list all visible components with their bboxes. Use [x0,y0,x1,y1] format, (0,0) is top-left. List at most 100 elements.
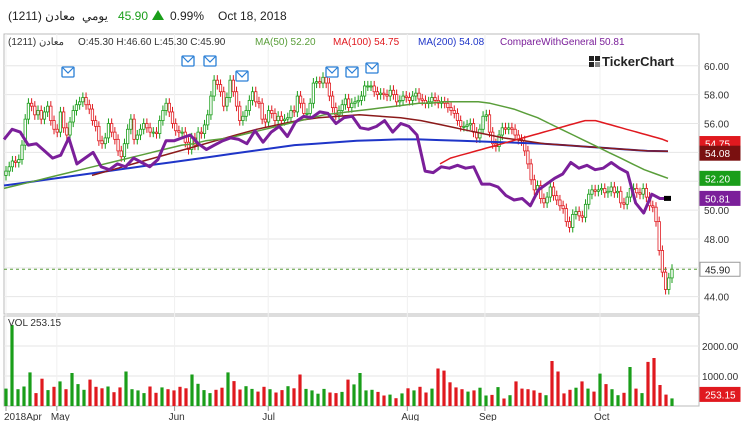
time-tick-label: Jun [169,412,185,421]
candle [612,181,616,198]
candle [260,98,264,125]
candle [545,192,549,208]
ma-brown-line [91,114,669,177]
volume-bar [430,388,434,406]
volume-bar [160,387,164,406]
news-icons [61,55,379,82]
candle [174,118,178,136]
news-envelope-icon[interactable] [235,70,249,82]
candle [132,114,136,145]
symbol-label[interactable]: معادن (1211) [8,9,76,23]
news-envelope-icon[interactable] [203,55,217,67]
volume-bar [208,393,212,406]
period-label[interactable]: يومي [82,9,108,23]
candle [542,193,546,208]
volume-bar [574,387,578,406]
candle [81,92,85,107]
candle [4,166,8,181]
candle [113,127,117,145]
volume-bar [658,385,662,406]
news-envelope-icon[interactable] [345,66,359,78]
candle [375,86,380,100]
candle [513,124,517,141]
volume-bar [610,389,614,406]
candle [106,118,111,143]
volume-bar [250,388,254,406]
volume-bar [622,392,626,406]
volume-bar [190,374,194,406]
volume-bar [106,386,110,406]
volume-bar [478,387,482,406]
candle [551,181,556,201]
quote-date: Oct 18, 2018 [218,9,287,23]
volume-panel-frame [3,315,700,407]
candle [100,135,104,149]
volume-bar [136,390,140,406]
change-percent: 0.99% [170,9,205,23]
candle [20,140,24,165]
volume-bar [412,390,416,406]
candle [347,93,351,113]
volume-bar [562,393,566,406]
candle [36,105,40,120]
candle [654,202,658,227]
candle [574,206,578,220]
legend-symbol: معادن (1211) [8,37,64,48]
candle [539,180,543,204]
candle [465,119,469,132]
news-envelope-icon[interactable] [61,66,75,78]
volume-bar [400,393,404,406]
candle [580,210,584,223]
candle [151,127,155,138]
volume-bar [154,392,158,406]
candle [369,80,373,92]
compare-line [2,110,668,215]
volume-bar [292,388,296,406]
candle [401,91,405,106]
stock-chart[interactable]: معادن (1211) O:45.30 H:46.60 L:45.30 C:4… [0,30,750,421]
candle [154,127,159,139]
volume-bar [358,373,362,406]
time-tick-label: Sep [479,412,497,421]
volume-tick-label: 1000.00 [702,372,739,383]
marker-value: 50.81 [705,194,730,205]
up-arrow-icon [152,10,164,20]
volume-bar [46,390,50,406]
volume-bar [652,358,656,406]
candle [14,155,18,168]
candle [26,98,31,125]
candle [218,79,223,97]
news-envelope-icon[interactable] [365,62,379,74]
volume-bar [148,386,152,406]
volume-bar [532,390,536,406]
news-envelope-icon[interactable] [181,55,195,67]
candle [641,183,645,200]
volume-bar [592,391,596,406]
candle [503,122,508,135]
volume-bar [298,374,302,406]
candle [177,125,181,138]
volume-bar [124,371,128,406]
value-marker: 50.81 [699,190,741,206]
volume-bar [442,370,446,406]
candle [231,75,235,97]
candle [33,101,37,120]
candle [555,190,559,206]
candle [446,98,450,113]
volume-bar [244,386,248,406]
volume-bar [220,387,224,406]
candle [84,92,88,110]
candle [593,184,597,197]
candle [254,86,258,107]
candle [385,89,389,102]
candle [52,115,56,135]
candle [119,145,123,162]
candle [526,145,530,169]
volume-bar [64,389,68,406]
news-envelope-icon[interactable] [325,66,339,78]
candle [404,91,408,103]
volume-bar [310,390,314,406]
candle [599,183,604,195]
candle [359,91,364,106]
candle [561,200,565,214]
